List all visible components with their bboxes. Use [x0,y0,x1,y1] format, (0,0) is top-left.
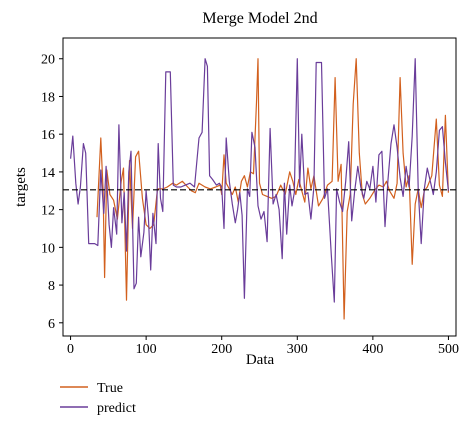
y-tick-label: 10 [41,241,55,256]
y-tick-label: 12 [41,204,55,219]
series-line-predict [70,58,449,303]
x-axis-label: Data [246,352,275,368]
x-axis: 0 100 200 300 400 500 [67,336,459,357]
x-tick-label: 500 [438,342,459,357]
chart-title: Merge Model 2nd [202,10,317,27]
x-tick-label: 400 [362,342,383,357]
y-tick-label: 20 [41,53,55,68]
plot-area [63,58,456,320]
y-tick-label: 16 [41,128,55,143]
legend-label-predict: predict [97,401,136,416]
x-tick-label: 100 [136,342,157,357]
y-tick-label: 18 [41,90,55,105]
plot-frame [62,37,457,337]
x-tick-label: 0 [67,342,74,357]
y-axis-label: targets [13,167,29,207]
y-axis: 6 8 10 12 14 16 18 20 [41,53,63,332]
legend: True predict [60,381,136,416]
x-tick-label: 200 [211,342,232,357]
y-tick-label: 8 [48,279,55,294]
y-tick-label: 14 [41,166,55,181]
x-tick-label: 300 [287,342,308,357]
legend-label-true: True [97,381,123,396]
y-tick-label: 6 [48,317,55,332]
